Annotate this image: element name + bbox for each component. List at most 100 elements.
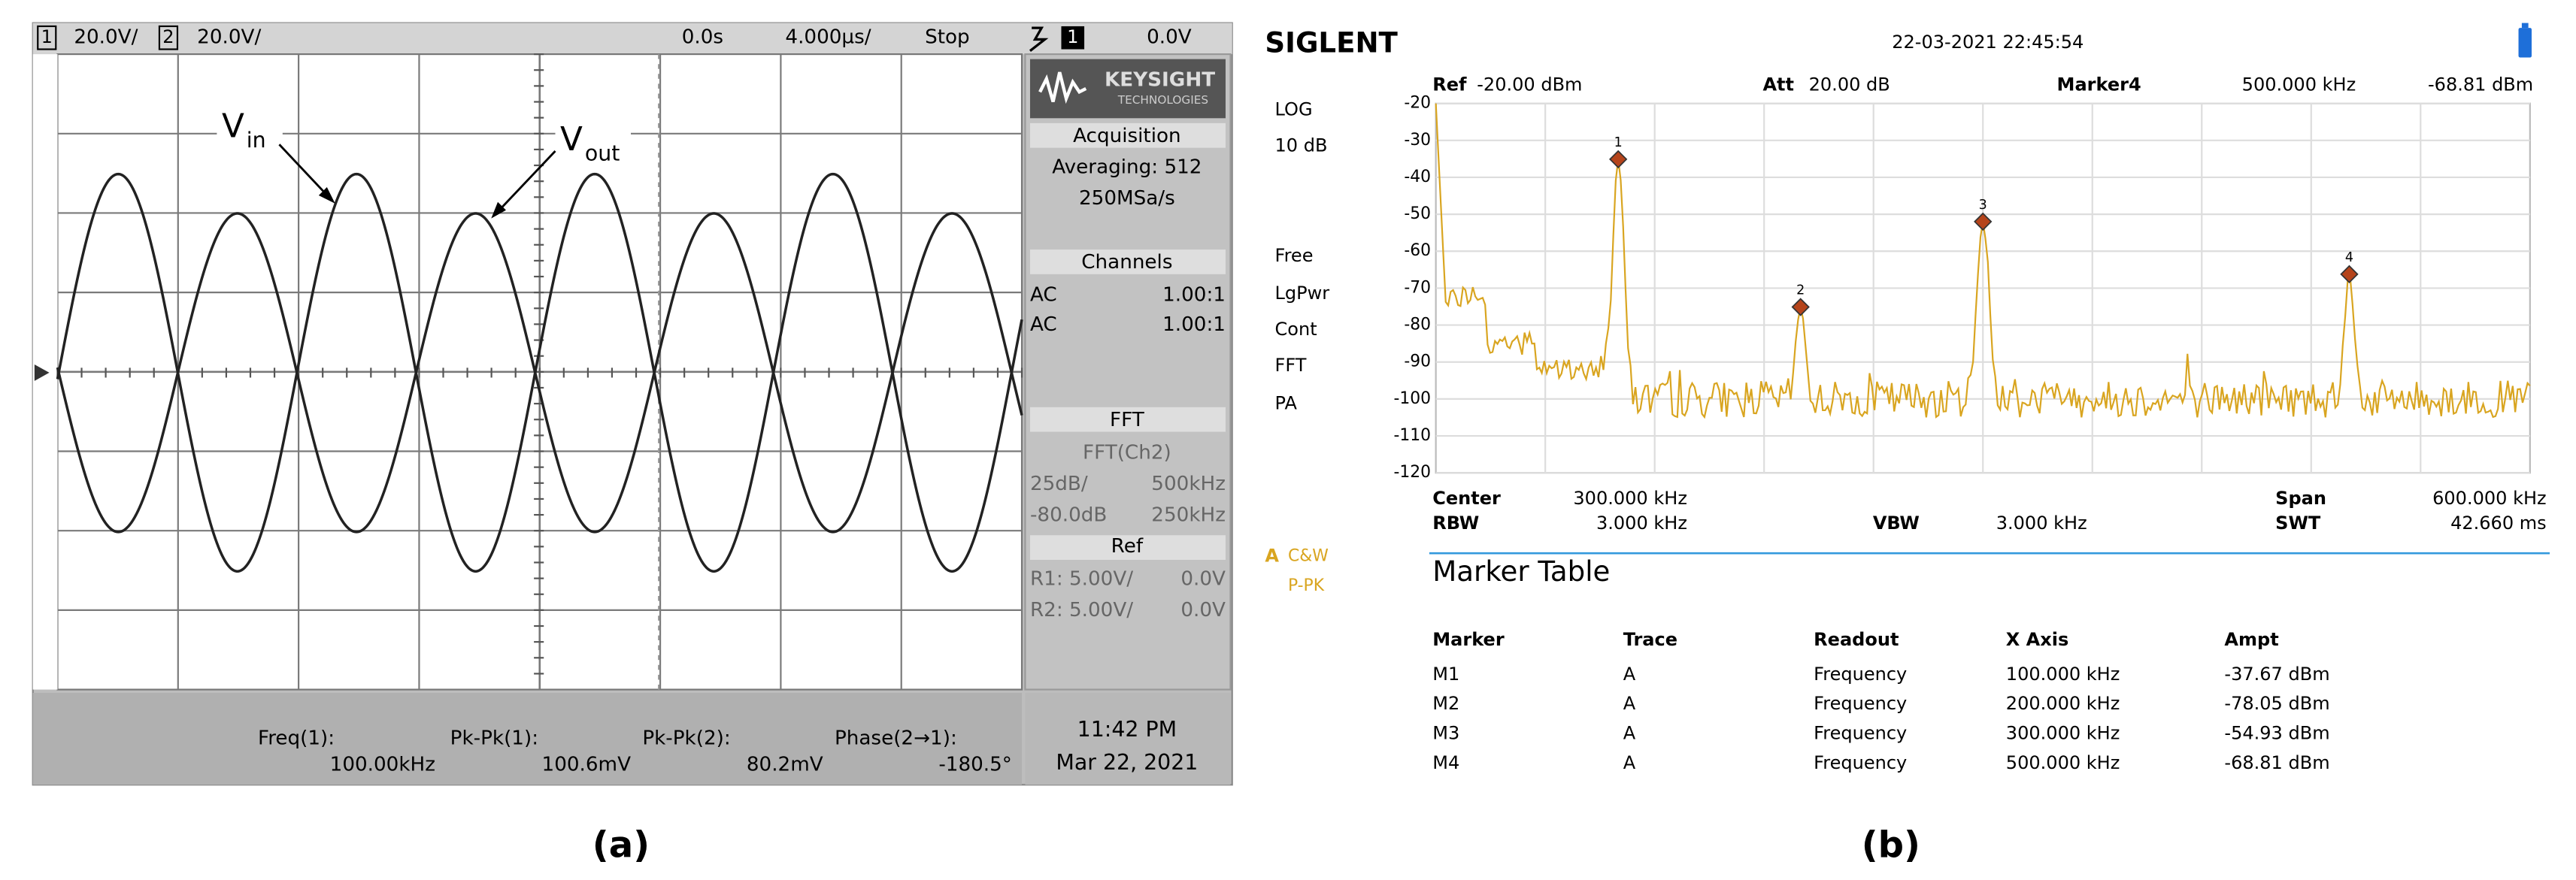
battery-cap [2521,23,2529,29]
label: A [1265,546,1279,567]
table-header: X Axis [2006,629,2068,650]
y-tick-label: -80 [1404,316,1431,334]
label: 0.0V [1180,599,1226,621]
label: 1 [41,26,53,47]
ground-marker [34,364,50,381]
label: 1 [1067,26,1078,47]
label: VBW [1873,513,1920,534]
measurement-value: 80.2mV [747,754,823,776]
label: R1: 5.00V/ [1030,568,1133,591]
label: Channels [1081,251,1172,274]
section-header [1029,122,1226,148]
label: 1.00:1 [1162,284,1226,307]
annotation-sub: out [585,141,620,165]
label: -20.00 dBm [1477,74,1582,95]
caption: (a) [592,824,650,866]
label: R2: 5.00V/ [1030,599,1133,621]
label: Marker4 [2057,74,2141,95]
table-cell: 100.000 kHz [2006,664,2120,685]
label: 42.660 ms [2450,513,2547,534]
label: 0.0V [1180,568,1226,591]
annotation: V [222,107,244,145]
table-cell: -68.81 dBm [2224,752,2329,773]
label: 3.000 kHz [1596,513,1687,534]
label: 500kHz [1151,473,1226,495]
label: 2 [162,26,174,47]
y-tick-label: -110 [1394,426,1432,445]
label: 0.0s [682,26,723,49]
table-header: Marker [1432,629,1505,650]
side-label: LgPwr [1275,283,1330,304]
measurement-value: -180.5° [938,754,1012,776]
side-label: LOG [1275,98,1313,119]
trigger-box [1061,26,1085,50]
measurement-bar [32,692,1023,785]
y-tick-label: -60 [1404,241,1431,260]
section-header [1029,535,1226,560]
brand: SIGLENT [1265,26,1398,59]
table-cell: M3 [1432,723,1459,744]
peak-label: 3 [1979,198,1987,213]
peak-label: 4 [2345,250,2353,265]
peak-marker [1974,212,1993,231]
y-tick-label: -20 [1404,94,1431,113]
label: KEYSIGHT [1105,69,1215,92]
side-label: Free [1275,245,1314,266]
label: TECHNOLOGIES [1117,93,1208,107]
label: 20.0V/ [197,26,261,49]
channel-box [158,25,179,50]
table-cell: M1 [1432,664,1459,685]
section-header [1029,407,1226,432]
measurement-label: Pk-Pk(2): [642,727,730,750]
table-cell: Frequency [1814,723,1907,744]
table-header: Readout [1814,629,1899,650]
table-header: Ampt [2224,629,2278,650]
label: Marker Table [1432,555,1610,588]
y-tick-label: -70 [1404,278,1431,297]
annotation-arrow [495,150,556,214]
label: 500.000 kHz [2242,74,2356,95]
table-cell: M4 [1432,752,1459,773]
side-label: 10 dB [1275,135,1328,156]
label: 20.00 dB [1809,74,1890,95]
label: 1.00:1 [1162,313,1226,336]
label: Span [2275,488,2326,509]
scope-waves [56,108,1023,573]
label: P-PK [1288,576,1325,595]
label: Center [1432,488,1501,509]
y-tick-label: -100 [1394,389,1432,408]
table-cell: A [1623,752,1636,773]
label: AC [1030,313,1057,336]
arrowhead [491,201,506,219]
table-cell: Frequency [1814,664,1907,685]
table-cell: -54.93 dBm [2224,723,2329,744]
table-cell: Frequency [1814,693,1907,714]
label: AC [1030,284,1057,307]
table-cell: A [1623,693,1636,714]
label: Acquisition [1073,125,1181,147]
annotation-bg [217,108,283,158]
label: Mar 22, 2021 [1056,750,1198,775]
y-tick-label: -30 [1404,131,1431,150]
peak-marker [2340,265,2359,284]
label: C&W [1288,547,1329,566]
label: 20.0V/ [74,26,138,49]
caption: (b) [1862,824,1920,866]
measurement-label: Phase(2→1): [835,727,957,750]
label: 250kHz [1151,504,1226,526]
table-cell: A [1623,723,1636,744]
table-cell: 300.000 kHz [2006,723,2120,744]
table-cell: M2 [1432,693,1459,714]
y-tick-label: -90 [1404,352,1431,371]
waveform [56,212,1023,534]
label: 250MSa/s [1079,187,1175,210]
label: Averaging: 512 [1052,156,1202,178]
clock-box [1025,692,1231,785]
trigger-icon [1029,26,1049,53]
label: SWT [2275,513,2321,534]
logo-wave [1038,71,1087,104]
peak-label: 1 [1614,135,1623,150]
